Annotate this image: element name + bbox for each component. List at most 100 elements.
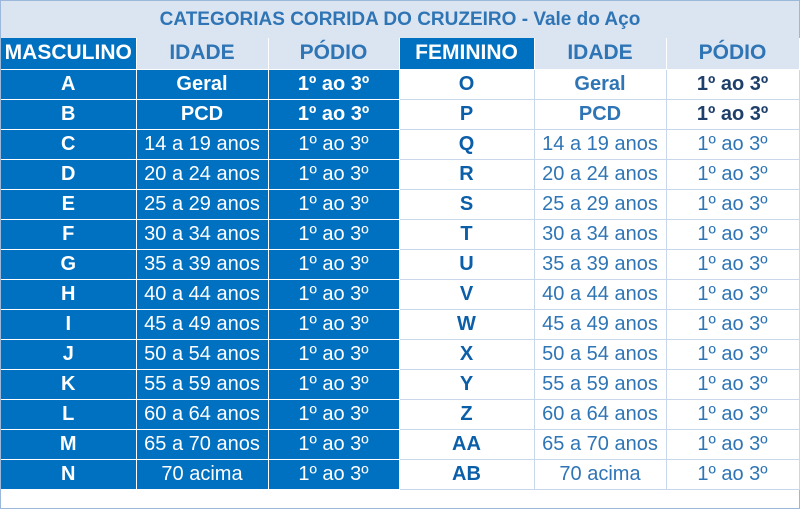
category-male: H [1, 279, 137, 310]
category-female: U [399, 249, 535, 280]
age-range-male: 14 a 19 anos [136, 129, 269, 160]
table-row: A Geral 1º ao 3º O Geral 1º ao 3º [1, 69, 800, 100]
podium-female: 1º ao 3º [666, 339, 800, 370]
category-male: G [1, 249, 137, 280]
podium-female: 1º ao 3º [666, 309, 800, 340]
category-male: D [1, 159, 137, 190]
podium-male: 1º ao 3º [268, 429, 400, 460]
podium-male: 1º ao 3º [268, 189, 400, 220]
podium-male: 1º ao 3º [268, 369, 400, 400]
age-range-female: 40 a 44 anos [534, 279, 667, 310]
podium-male: 1º ao 3º [268, 459, 400, 490]
category-female: Q [399, 129, 535, 160]
category-female: O [399, 69, 535, 100]
table-row: B PCD 1º ao 3º P PCD 1º ao 3º [1, 99, 800, 130]
podium-female: 1º ao 3º [666, 219, 800, 250]
age-range-female: 55 a 59 anos [534, 369, 667, 400]
age-range-male: 40 a 44 anos [136, 279, 269, 310]
categories-table: MASCULINO IDADE PÓDIO FEMININO IDADE PÓD… [1, 38, 800, 490]
table-row: C 14 a 19 anos 1º ao 3º Q 14 a 19 anos 1º ao … [1, 129, 800, 160]
category-male: K [1, 369, 137, 400]
age-range-female: 45 a 49 anos [534, 309, 667, 340]
age-range-male: 55 a 59 anos [136, 369, 269, 400]
category-male: B [1, 99, 137, 130]
sheet-title: CATEGORIAS CORRIDA DO CRUZEIRO - Vale do… [1, 1, 799, 39]
table-row: K 55 a 59 anos 1º ao 3º Y 55 a 59 anos 1º ao … [1, 369, 800, 400]
age-range-female: 20 a 24 anos [534, 159, 667, 190]
category-female: V [399, 279, 535, 310]
header-idade-masculino: IDADE [136, 38, 269, 70]
podium-female: 1º ao 3º [666, 129, 800, 160]
category-female: Y [399, 369, 535, 400]
podium-female: 1º ao 3º [666, 429, 800, 460]
age-range-female: 25 a 29 anos [534, 189, 667, 220]
header-idade-feminino: IDADE [534, 38, 667, 70]
table-row: N 70 acima 1º ao 3º AB 70 acima 1º ao 3º [1, 459, 800, 490]
category-male: J [1, 339, 137, 370]
age-range-male: 50 a 54 anos [136, 339, 269, 370]
header-podio-masculino: PÓDIO [268, 38, 400, 70]
category-female: S [399, 189, 535, 220]
age-range-female: 30 a 34 anos [534, 219, 667, 250]
header-feminino: FEMININO [399, 38, 535, 70]
podium-male: 1º ao 3º [268, 399, 400, 430]
age-range-male: 35 a 39 anos [136, 249, 269, 280]
category-female: AA [399, 429, 535, 460]
age-range-female: 65 a 70 anos [534, 429, 667, 460]
age-range-male: 65 a 70 anos [136, 429, 269, 460]
age-range-male: 70 acima [136, 459, 269, 490]
podium-female: 1º ao 3º [666, 69, 800, 100]
age-range-male: 30 a 34 anos [136, 219, 269, 250]
category-female: W [399, 309, 535, 340]
podium-male: 1º ao 3º [268, 339, 400, 370]
age-range-male: PCD [136, 99, 269, 130]
table-row: E 25 a 29 anos 1º ao 3º S 25 a 29 anos 1º ao … [1, 189, 800, 220]
table-row: F 30 a 34 anos 1º ao 3º T 30 a 34 anos 1º ao … [1, 219, 800, 250]
podium-male: 1º ao 3º [268, 219, 400, 250]
category-male: L [1, 399, 137, 430]
age-range-male: 25 a 29 anos [136, 189, 269, 220]
table-row: L 60 a 64 anos 1º ao 3º Z 60 a 64 anos 1º ao … [1, 399, 800, 430]
podium-male: 1º ao 3º [268, 69, 400, 100]
age-range-male: Geral [136, 69, 269, 100]
age-range-female: 60 a 64 anos [534, 399, 667, 430]
table-row: M 65 a 70 anos 1º ao 3º AA 65 a 70 anos 1º ao… [1, 429, 800, 460]
age-range-male: 60 a 64 anos [136, 399, 269, 430]
category-male: E [1, 189, 137, 220]
podium-female: 1º ao 3º [666, 279, 800, 310]
category-female: P [399, 99, 535, 130]
podium-female: 1º ao 3º [666, 189, 800, 220]
header-row: MASCULINO IDADE PÓDIO FEMININO IDADE PÓD… [1, 38, 800, 70]
category-male: F [1, 219, 137, 250]
category-male: N [1, 459, 137, 490]
category-male: M [1, 429, 137, 460]
podium-male: 1º ao 3º [268, 309, 400, 340]
category-female: R [399, 159, 535, 190]
table-row: I 45 a 49 anos 1º ao 3º W 45 a 49 anos 1º ao … [1, 309, 800, 340]
category-female: AB [399, 459, 535, 490]
age-range-female: Geral [534, 69, 667, 100]
podium-female: 1º ao 3º [666, 369, 800, 400]
age-range-female: 50 a 54 anos [534, 339, 667, 370]
podium-male: 1º ao 3º [268, 99, 400, 130]
age-range-female: 14 a 19 anos [534, 129, 667, 160]
category-female: Z [399, 399, 535, 430]
age-range-female: 70 acima [534, 459, 667, 490]
age-range-female: PCD [534, 99, 667, 130]
age-range-female: 35 a 39 anos [534, 249, 667, 280]
podium-male: 1º ao 3º [268, 279, 400, 310]
category-female: T [399, 219, 535, 250]
podium-female: 1º ao 3º [666, 459, 800, 490]
podium-female: 1º ao 3º [666, 99, 800, 130]
podium-female: 1º ao 3º [666, 399, 800, 430]
podium-female: 1º ao 3º [666, 249, 800, 280]
table-row: H 40 a 44 anos 1º ao 3º V 40 a 44 anos 1º ao … [1, 279, 800, 310]
podium-male: 1º ao 3º [268, 159, 400, 190]
table-row: G 35 a 39 anos 1º ao 3º U 35 a 39 anos 1º ao … [1, 249, 800, 280]
category-male: I [1, 309, 137, 340]
table-row: D 20 a 24 anos 1º ao 3º R 20 a 24 anos 1º ao … [1, 159, 800, 190]
category-male: A [1, 69, 137, 100]
header-podio-feminino: PÓDIO [666, 38, 800, 70]
age-range-male: 45 a 49 anos [136, 309, 269, 340]
header-masculino: MASCULINO [1, 38, 137, 70]
